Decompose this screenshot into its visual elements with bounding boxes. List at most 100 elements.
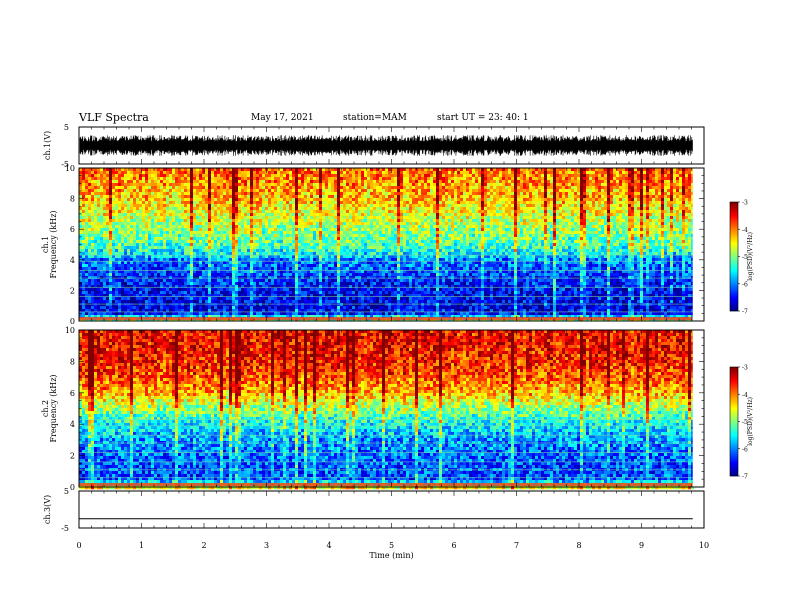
spectrogram-cell <box>658 216 661 219</box>
spectrogram-cell <box>472 225 475 228</box>
spectrogram-cell <box>508 189 511 192</box>
spectrogram-cell <box>118 225 121 228</box>
spectrogram-cell <box>181 216 184 219</box>
spectrogram-cell <box>607 201 610 204</box>
spectrogram-cell <box>271 225 274 228</box>
spectrogram-cell <box>427 207 430 210</box>
spectrogram-cell <box>226 183 229 186</box>
spectrogram-cell <box>598 201 601 204</box>
spectrogram-cell <box>679 207 682 210</box>
spectrogram-cell <box>487 204 490 207</box>
spectrogram-cell <box>508 213 511 216</box>
spectrogram-cell <box>526 186 529 189</box>
spectrogram-cell <box>154 183 157 186</box>
spectrogram-cell <box>241 222 244 225</box>
spectrogram-cell <box>307 237 310 240</box>
spectrogram-cell <box>154 216 157 219</box>
spectrogram-cell <box>481 198 484 201</box>
spectrogram-cell <box>658 171 661 174</box>
spectrogram-cell <box>277 183 280 186</box>
spectrogram-cell <box>619 174 622 177</box>
spectrogram-cell <box>421 213 424 216</box>
spectrogram-cell <box>538 228 541 231</box>
spectrogram-cell <box>151 195 154 198</box>
spectrogram-cell <box>157 192 160 195</box>
spectrogram-cell <box>376 222 379 225</box>
spectrogram-cell <box>160 189 163 192</box>
spectrogram-cell <box>622 180 625 183</box>
spectrogram-cell <box>604 174 607 177</box>
spectrogram-cell <box>298 213 301 216</box>
spectrogram-cell <box>514 213 517 216</box>
spectrogram-cell <box>541 222 544 225</box>
spectrogram-cell <box>184 177 187 180</box>
spectrogram-cell <box>622 192 625 195</box>
spectrogram-cell <box>577 228 580 231</box>
spectrogram-cell <box>634 201 637 204</box>
spectrogram-cell <box>670 171 673 174</box>
spectrogram-cell <box>148 189 151 192</box>
spectrogram-cell <box>466 192 469 195</box>
spectrogram-cell <box>331 228 334 231</box>
spectrogram-cell <box>310 207 313 210</box>
spectrogram-cell <box>619 180 622 183</box>
spectrogram-cell <box>520 216 523 219</box>
spectrogram-cell <box>223 204 226 207</box>
spectrogram-cell <box>250 228 253 231</box>
spectrogram-cell <box>550 237 553 240</box>
spectrogram-cell <box>100 216 103 219</box>
spectrogram-cell <box>601 228 604 231</box>
spectrogram-cell <box>577 234 580 237</box>
spectrogram-cell <box>598 237 601 240</box>
spectrogram-cell <box>433 219 436 222</box>
spectrogram-cell <box>154 189 157 192</box>
spectrogram-cell <box>313 189 316 192</box>
spectrogram-cell <box>322 237 325 240</box>
spectrogram-cell <box>262 171 265 174</box>
spectrogram-cell <box>130 195 133 198</box>
spectrogram-cell <box>664 225 667 228</box>
spectrogram-cell <box>301 228 304 231</box>
spectrogram-cell <box>592 183 595 186</box>
spectrogram-cell <box>118 174 121 177</box>
spectrogram-cell <box>307 189 310 192</box>
spectrogram-cell <box>151 174 154 177</box>
spectrogram-cell <box>193 225 196 228</box>
spectrogram-cell <box>601 222 604 225</box>
spectrogram-cell <box>442 174 445 177</box>
spectrogram-cell <box>256 213 259 216</box>
spectrogram-cell <box>592 189 595 192</box>
spectrogram-cell <box>394 231 397 234</box>
spectrogram-cell <box>130 210 133 213</box>
spectrogram-cell <box>175 198 178 201</box>
spectrogram-cell <box>637 210 640 213</box>
spectrogram-cell <box>112 210 115 213</box>
spectrogram-cell <box>559 222 562 225</box>
spectrogram-cell <box>529 171 532 174</box>
spectrogram-cell <box>169 198 172 201</box>
spectrogram-cell <box>106 234 109 237</box>
spectrogram-cell <box>169 228 172 231</box>
spectrogram-cell <box>217 210 220 213</box>
spectrogram-cell <box>325 180 328 183</box>
spectrogram-cell <box>316 213 319 216</box>
spectrogram-cell <box>685 222 688 225</box>
spectrogram-cell <box>475 207 478 210</box>
spectrogram-cell <box>163 171 166 174</box>
spectrogram-cell <box>193 231 196 234</box>
spectrogram-cell <box>304 231 307 234</box>
spectrogram-cell <box>340 225 343 228</box>
spectrogram-cell <box>679 195 682 198</box>
spectrogram-cell <box>103 183 106 186</box>
spectrogram-cell <box>511 231 514 234</box>
spectrogram-cell <box>571 201 574 204</box>
spectrogram-cell <box>256 216 259 219</box>
spectrogram-cell <box>667 213 670 216</box>
spectrogram-cell <box>382 201 385 204</box>
spectrogram-cell <box>394 177 397 180</box>
spectrogram-cell <box>520 198 523 201</box>
spectrogram-cell <box>670 189 673 192</box>
spectrogram-cell <box>682 195 685 198</box>
spectrogram-cell <box>574 231 577 234</box>
spectrogram-cell <box>649 195 652 198</box>
